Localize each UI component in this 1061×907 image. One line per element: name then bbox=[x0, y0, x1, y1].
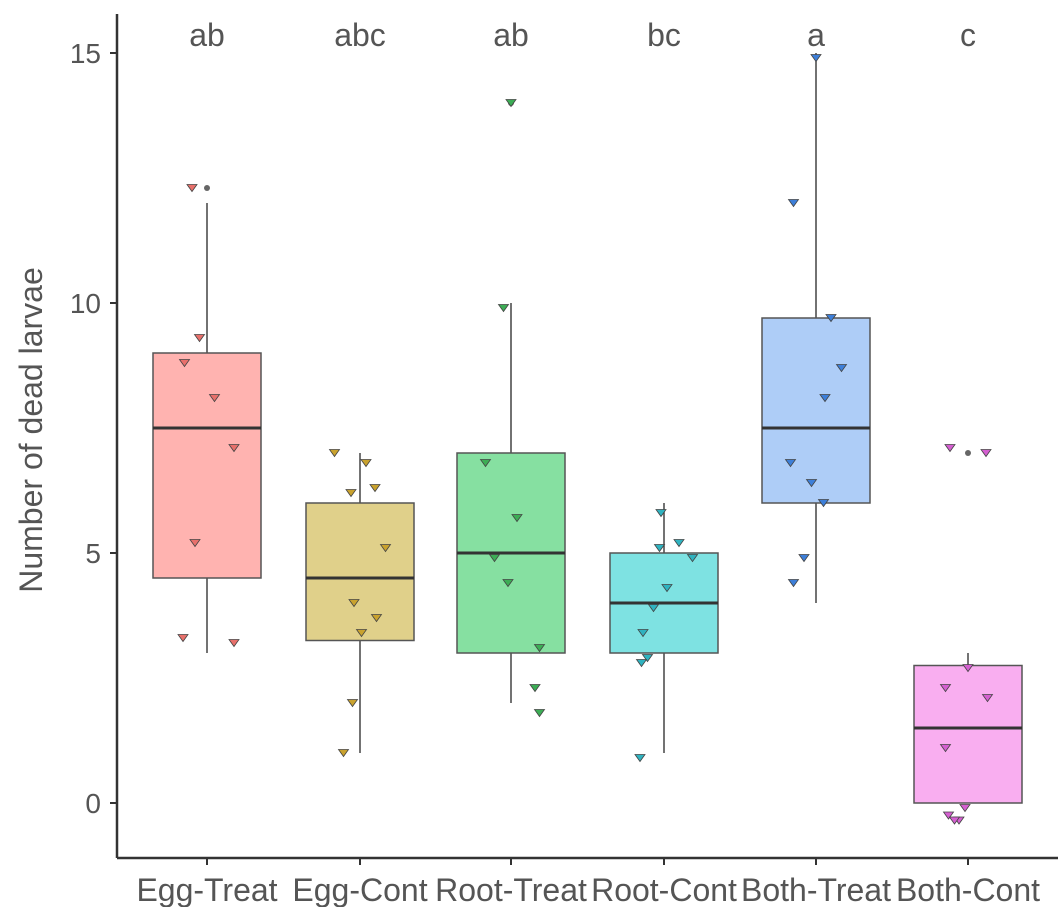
data-point bbox=[345, 489, 357, 498]
data-point bbox=[355, 629, 368, 638]
significance-letter: c bbox=[960, 17, 976, 53]
jitter-points-layer bbox=[177, 54, 994, 825]
x-tick-label: Egg-Cont bbox=[292, 872, 427, 907]
data-point bbox=[798, 554, 810, 563]
outlier-point bbox=[204, 185, 210, 191]
data-point bbox=[488, 554, 501, 563]
x-tick-label: Both-Treat bbox=[741, 872, 891, 907]
data-point bbox=[661, 584, 673, 593]
significance-letter: bc bbox=[647, 17, 681, 53]
data-point bbox=[805, 479, 818, 488]
data-point bbox=[505, 99, 517, 108]
data-point bbox=[948, 816, 961, 825]
data-point bbox=[942, 811, 955, 820]
x-tick-label: Root-Treat bbox=[435, 872, 587, 907]
data-point bbox=[346, 699, 359, 708]
data-point bbox=[959, 804, 971, 813]
significance-letter: a bbox=[807, 17, 825, 53]
data-point bbox=[673, 539, 685, 548]
data-point bbox=[479, 459, 492, 468]
data-point bbox=[655, 509, 667, 518]
data-point bbox=[328, 449, 341, 458]
axes: 051015Egg-TreatabEgg-ContabcRoot-Treatab… bbox=[70, 14, 1058, 907]
significance-letter: abc bbox=[334, 17, 386, 53]
x-tick-label: Both-Cont bbox=[896, 872, 1040, 907]
y-tick-label: 15 bbox=[70, 38, 101, 69]
data-point bbox=[981, 694, 994, 703]
data-point bbox=[637, 629, 649, 638]
data-point bbox=[835, 364, 848, 373]
outlier-point bbox=[965, 450, 971, 456]
data-point bbox=[186, 184, 198, 193]
data-point bbox=[189, 539, 201, 548]
data-point bbox=[533, 644, 546, 653]
data-point bbox=[177, 634, 189, 643]
data-point bbox=[208, 394, 221, 403]
data-point bbox=[810, 54, 822, 63]
data-point bbox=[641, 654, 654, 663]
y-tick-label: 10 bbox=[70, 288, 101, 319]
data-point bbox=[817, 499, 830, 508]
significance-letter: ab bbox=[493, 17, 529, 53]
data-point bbox=[497, 304, 510, 313]
data-point bbox=[939, 684, 952, 693]
data-point bbox=[511, 514, 523, 523]
box-iqr bbox=[152, 352, 262, 579]
data-point bbox=[647, 604, 660, 613]
data-point bbox=[337, 749, 350, 758]
y-tick-label: 0 bbox=[85, 788, 101, 819]
y-axis-title: Number of dead larvae bbox=[13, 267, 49, 593]
data-point bbox=[787, 579, 800, 588]
data-point bbox=[370, 614, 383, 623]
data-point bbox=[502, 579, 514, 588]
data-point bbox=[369, 484, 381, 493]
data-point bbox=[635, 659, 648, 668]
data-point bbox=[360, 459, 372, 468]
data-point bbox=[529, 684, 541, 693]
data-point bbox=[653, 544, 666, 553]
box-iqr bbox=[913, 664, 1023, 804]
y-tick-label: 5 bbox=[85, 538, 101, 569]
data-point bbox=[825, 314, 837, 323]
data-point bbox=[787, 199, 800, 208]
significance-letter: ab bbox=[189, 17, 225, 53]
box-iqr bbox=[761, 317, 871, 504]
data-point bbox=[193, 334, 206, 343]
data-point bbox=[178, 359, 191, 368]
data-point bbox=[348, 599, 360, 608]
data-point bbox=[784, 459, 797, 468]
box-layer bbox=[152, 53, 1023, 804]
data-point bbox=[686, 554, 699, 563]
x-tick-label: Root-Cont bbox=[591, 872, 737, 907]
box-iqr bbox=[305, 502, 415, 642]
data-point bbox=[962, 664, 974, 673]
data-point bbox=[939, 744, 952, 753]
data-point bbox=[379, 544, 392, 553]
x-tick-label: Egg-Treat bbox=[136, 872, 277, 907]
data-point bbox=[634, 754, 646, 763]
data-point bbox=[819, 394, 831, 403]
data-point bbox=[944, 444, 956, 453]
data-point bbox=[980, 449, 992, 458]
data-point bbox=[533, 709, 546, 718]
data-point bbox=[228, 639, 240, 648]
data-point bbox=[228, 444, 240, 453]
